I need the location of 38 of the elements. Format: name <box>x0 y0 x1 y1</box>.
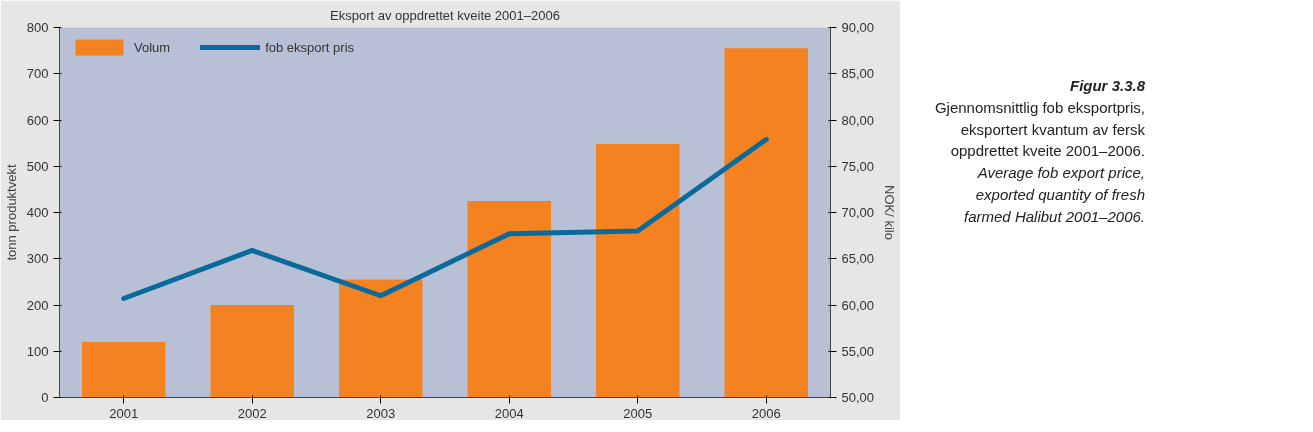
y-tick-label: 500 <box>26 158 49 174</box>
y2-tick-label: 90,00 <box>841 20 875 35</box>
bar <box>595 144 680 398</box>
text: Average fob export price, exported quantity of fresh farmed Halibut 2001–2006. <box>963 163 1145 227</box>
y2-tick-label: 60,00 <box>841 297 875 313</box>
y2-tick-label: 85,00 <box>841 66 875 82</box>
bar <box>338 279 423 398</box>
y2-axis-title: NOK/ kilo <box>882 185 898 240</box>
chart-title: Eksport av oppdrettet kveite 2001–2006 <box>330 7 560 23</box>
y2-tick-label: 55,00 <box>841 343 875 359</box>
text: Gjennomsnittlig fob eksportpris, eksportert kvantum av fersk oppdrettet kveite 2001–2006. <box>933 97 1145 162</box>
y-axis-title: tonn produktvekt <box>3 164 19 261</box>
legend-label: fob eksport pris <box>265 39 355 55</box>
bar <box>210 305 295 398</box>
legend-label: Volum <box>134 39 171 55</box>
bar <box>467 200 552 398</box>
x-tick-label: 2001 <box>109 405 139 421</box>
bar <box>724 48 809 398</box>
y-tick-label: 100 <box>26 343 49 359</box>
x-tick-label: 2003 <box>366 405 396 421</box>
x-tick-label: 2004 <box>494 405 524 421</box>
y-tick-label: 600 <box>26 112 49 128</box>
text: Figur 3.3.8 <box>1068 76 1145 96</box>
y-tick-label: 800 <box>26 20 49 35</box>
y2-tick-label: 70,00 <box>841 205 875 220</box>
y-tick-label: 400 <box>26 205 49 220</box>
x-tick-label: 2006 <box>751 405 781 421</box>
y2-tick-label: 75,00 <box>841 158 875 174</box>
y-tick-label: 0 <box>41 390 49 405</box>
x-tick-label: 2002 <box>237 405 267 421</box>
y-tick-label: 300 <box>26 251 49 267</box>
bar <box>81 342 166 398</box>
y2-tick-label: 50,00 <box>841 390 875 405</box>
x-tick-label: 2005 <box>623 405 653 421</box>
y-tick-label: 700 <box>26 66 49 82</box>
y2-tick-label: 80,00 <box>841 112 875 128</box>
y-tick-label: 200 <box>26 297 49 313</box>
y2-tick-label: 65,00 <box>841 251 875 267</box>
